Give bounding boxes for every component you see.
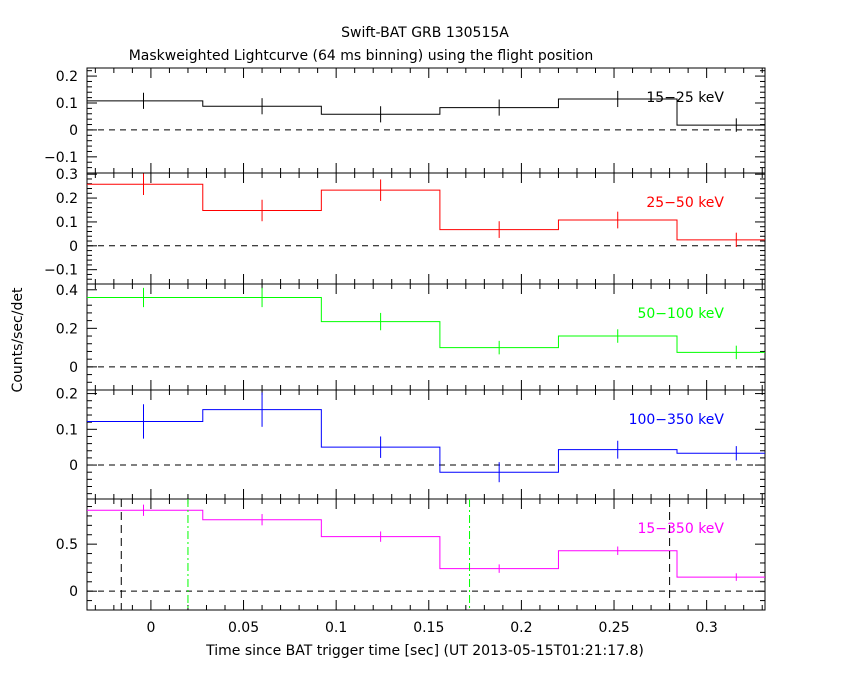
y-tick-label: 0: [69, 584, 78, 600]
y-tick-label: 0.1: [56, 96, 78, 112]
panel-frame: [86, 498, 766, 611]
panel-1: −0.1 0 0.1 0.2 15−25 keV: [44, 67, 766, 174]
panel-5: 0 0.5 15−350 keV 0 0.05 0.1 0.15 0.2 0.25 0.3: [56, 498, 766, 636]
chart-title: Swift-BAT GRB 130515A: [341, 25, 509, 41]
y-tick-label: 0.5: [56, 537, 78, 553]
panel-frame: [86, 389, 766, 500]
y-tick-label: 0.2: [56, 387, 78, 403]
y-tick-label: 0: [69, 360, 78, 376]
panel-frame: [86, 67, 766, 174]
panel-4: 0 0.1 0.2 100−350 keV: [56, 387, 766, 500]
panel-frame: [86, 172, 766, 285]
panel-label: 50−100 keV: [637, 306, 724, 322]
y-tick-label: 0: [69, 123, 78, 139]
y-tick-label: 0.1: [56, 215, 78, 231]
panel-frame: [86, 283, 766, 391]
y-tick-label: 0: [69, 458, 78, 474]
panels-group: −0.1 0 0.1 0.2 15−25 keV −0.1 0 0.1 0.2 0.3 25−50 …: [44, 67, 766, 636]
x-tick-label: 0: [146, 620, 155, 636]
x-tick-label: 0.2: [510, 620, 532, 636]
x-tick-label: 0.1: [325, 620, 347, 636]
y-tick-label: 0.2: [56, 191, 78, 207]
y-tick-label: 0: [69, 239, 78, 255]
y-tick-label: 0.4: [56, 283, 78, 299]
panel-label: 100−350 keV: [629, 412, 725, 428]
series-step-line: [87, 409, 765, 473]
panel-3: 0 0.2 0.4 50−100 keV: [56, 283, 766, 391]
y-tick-label: −0.1: [44, 263, 78, 279]
y-tick-label: 0.1: [56, 422, 78, 438]
panel-label: 25−50 keV: [646, 195, 724, 211]
x-tick-label: 0.25: [598, 620, 629, 636]
x-axis-label: Time since BAT trigger time [sec] (UT 20…: [205, 643, 644, 659]
panel-label: 15−350 keV: [637, 521, 724, 537]
x-tick-label: 0.05: [228, 620, 259, 636]
series-step-line: [87, 509, 765, 578]
y-tick-label: 0.2: [56, 69, 78, 85]
y-tick-label: 0.3: [56, 167, 78, 183]
y-tick-label: 0.2: [56, 321, 78, 337]
panel-label: 15−25 keV: [646, 90, 724, 106]
series-step-line: [87, 183, 765, 241]
panel-2: −0.1 0 0.1 0.2 0.3 25−50 keV: [44, 167, 766, 285]
series-step-line: [87, 296, 765, 353]
series-step-line: [87, 98, 765, 126]
x-tick-label: 0.15: [413, 620, 444, 636]
x-tick-label: 0.3: [696, 620, 718, 636]
y-tick-label: −0.1: [44, 150, 78, 166]
chart-subtitle: Maskweighted Lightcurve (64 ms binning) …: [129, 48, 594, 64]
y-axis-label: Counts/sec/det: [10, 287, 26, 392]
